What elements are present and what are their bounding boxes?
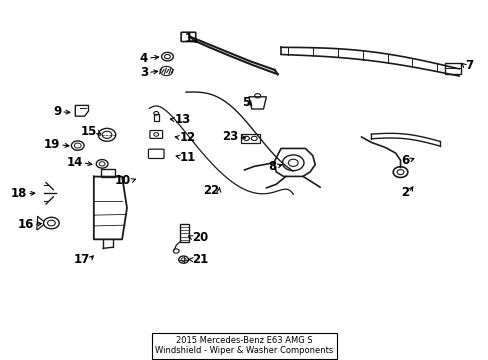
Text: 3: 3 [140, 66, 148, 79]
Text: 18: 18 [11, 187, 27, 200]
Text: 15: 15 [81, 125, 97, 139]
Text: 8: 8 [268, 160, 276, 173]
Text: 17: 17 [73, 253, 89, 266]
Text: 14: 14 [66, 156, 82, 169]
Text: 20: 20 [191, 231, 208, 244]
Text: 5: 5 [241, 96, 249, 109]
Text: 4: 4 [140, 51, 148, 64]
Text: 12: 12 [180, 131, 196, 144]
Text: 9: 9 [53, 105, 61, 118]
Text: 11: 11 [180, 150, 196, 163]
Bar [154, 114, 158, 121]
Bar [445, 63, 460, 74]
Text: 1: 1 [185, 32, 193, 45]
Text: 23: 23 [222, 130, 238, 144]
Bar [445, 63, 460, 68]
Text: 2: 2 [400, 186, 408, 199]
Text: 19: 19 [44, 138, 60, 151]
Bar [180, 224, 188, 242]
Text: 7: 7 [464, 59, 472, 72]
Bar [101, 170, 115, 177]
Text: 16: 16 [18, 218, 34, 231]
Text: 21: 21 [191, 253, 208, 266]
Text: 6: 6 [400, 154, 408, 167]
Text: 22: 22 [203, 184, 219, 197]
Text: 10: 10 [115, 174, 131, 187]
Text: 13: 13 [174, 113, 191, 126]
Text: 2015 Mercedes-Benz E63 AMG S
Windshield - Wiper & Washer Components: 2015 Mercedes-Benz E63 AMG S Windshield … [155, 336, 333, 355]
